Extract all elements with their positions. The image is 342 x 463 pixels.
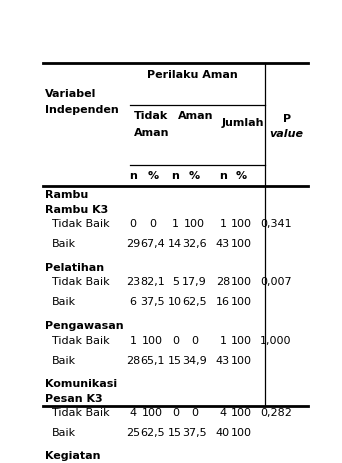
Text: 0: 0	[191, 336, 198, 345]
Text: Pelatihan: Pelatihan	[45, 263, 105, 273]
Text: 100: 100	[231, 277, 252, 288]
Text: 37,5: 37,5	[182, 428, 207, 438]
Text: 4: 4	[220, 408, 226, 418]
Text: 28: 28	[126, 356, 140, 365]
Text: 100: 100	[142, 336, 163, 345]
Text: Jumlah: Jumlah	[222, 118, 264, 128]
Text: 43: 43	[216, 356, 230, 365]
Text: Tidak Baik: Tidak Baik	[52, 336, 110, 345]
Text: %: %	[189, 171, 200, 181]
Text: 100: 100	[231, 428, 252, 438]
Text: Tidak: Tidak	[134, 111, 169, 121]
Text: Baik: Baik	[52, 356, 76, 365]
Text: 0,282: 0,282	[260, 408, 292, 418]
Text: Baik: Baik	[52, 428, 76, 438]
Text: 0: 0	[191, 408, 198, 418]
Text: 100: 100	[231, 219, 252, 229]
Text: Aman: Aman	[134, 128, 170, 138]
Text: Kegiatan: Kegiatan	[45, 451, 101, 461]
Text: n: n	[129, 171, 137, 181]
Text: 17,9: 17,9	[182, 277, 207, 288]
Text: 5: 5	[172, 277, 179, 288]
Text: 100: 100	[184, 219, 205, 229]
Text: 100: 100	[231, 297, 252, 307]
Text: 23: 23	[126, 277, 140, 288]
Text: 15: 15	[168, 428, 182, 438]
Text: 0: 0	[172, 408, 179, 418]
Text: Pengawasan: Pengawasan	[45, 321, 124, 331]
Text: Rambu: Rambu	[45, 190, 89, 200]
Text: 1: 1	[220, 336, 226, 345]
Text: 1,000: 1,000	[260, 336, 292, 345]
Text: %: %	[236, 171, 247, 181]
Text: 29: 29	[126, 239, 140, 249]
Text: 67,4: 67,4	[140, 239, 165, 249]
Text: %: %	[147, 171, 158, 181]
Text: Pesan K3: Pesan K3	[45, 394, 103, 404]
Text: 1: 1	[220, 219, 226, 229]
Text: 0,341: 0,341	[260, 219, 292, 229]
Text: Baik: Baik	[52, 239, 76, 249]
Text: n: n	[171, 171, 179, 181]
Text: 15: 15	[168, 356, 182, 365]
Text: 4: 4	[129, 408, 136, 418]
Text: 1: 1	[172, 219, 179, 229]
Text: 14: 14	[168, 239, 182, 249]
Text: 65,1: 65,1	[141, 356, 165, 365]
Text: 100: 100	[142, 408, 163, 418]
Text: 25: 25	[126, 428, 140, 438]
Text: Aman: Aman	[178, 111, 213, 121]
Text: 34,9: 34,9	[182, 356, 207, 365]
Text: Rambu K3: Rambu K3	[45, 205, 109, 215]
Text: 28: 28	[216, 277, 230, 288]
Text: 1: 1	[129, 336, 136, 345]
Text: 32,6: 32,6	[182, 239, 207, 249]
Text: Variabel: Variabel	[45, 89, 97, 100]
Text: 6: 6	[129, 297, 136, 307]
Text: 82,1: 82,1	[140, 277, 165, 288]
Text: 40: 40	[216, 428, 230, 438]
Text: P: P	[282, 114, 291, 125]
Text: 0: 0	[129, 219, 136, 229]
Text: Baik: Baik	[52, 297, 76, 307]
Text: 62,5: 62,5	[141, 428, 165, 438]
Text: 43: 43	[216, 239, 230, 249]
Text: Tidak Baik: Tidak Baik	[52, 219, 110, 229]
Text: 10: 10	[168, 297, 182, 307]
Text: 0: 0	[149, 219, 156, 229]
Text: 100: 100	[231, 356, 252, 365]
Text: n: n	[219, 171, 227, 181]
Text: 16: 16	[216, 297, 230, 307]
Text: 100: 100	[231, 336, 252, 345]
Text: 37,5: 37,5	[141, 297, 165, 307]
Text: 62,5: 62,5	[182, 297, 207, 307]
Text: 0,007: 0,007	[260, 277, 292, 288]
Text: Independen: Independen	[45, 106, 119, 115]
Text: 100: 100	[231, 408, 252, 418]
Text: 0: 0	[172, 336, 179, 345]
Text: 100: 100	[231, 239, 252, 249]
Text: Perilaku Aman: Perilaku Aman	[147, 70, 238, 80]
Text: value: value	[269, 129, 304, 139]
Text: Tidak Baik: Tidak Baik	[52, 277, 110, 288]
Text: Tidak Baik: Tidak Baik	[52, 408, 110, 418]
Text: Komunikasi: Komunikasi	[45, 379, 118, 389]
